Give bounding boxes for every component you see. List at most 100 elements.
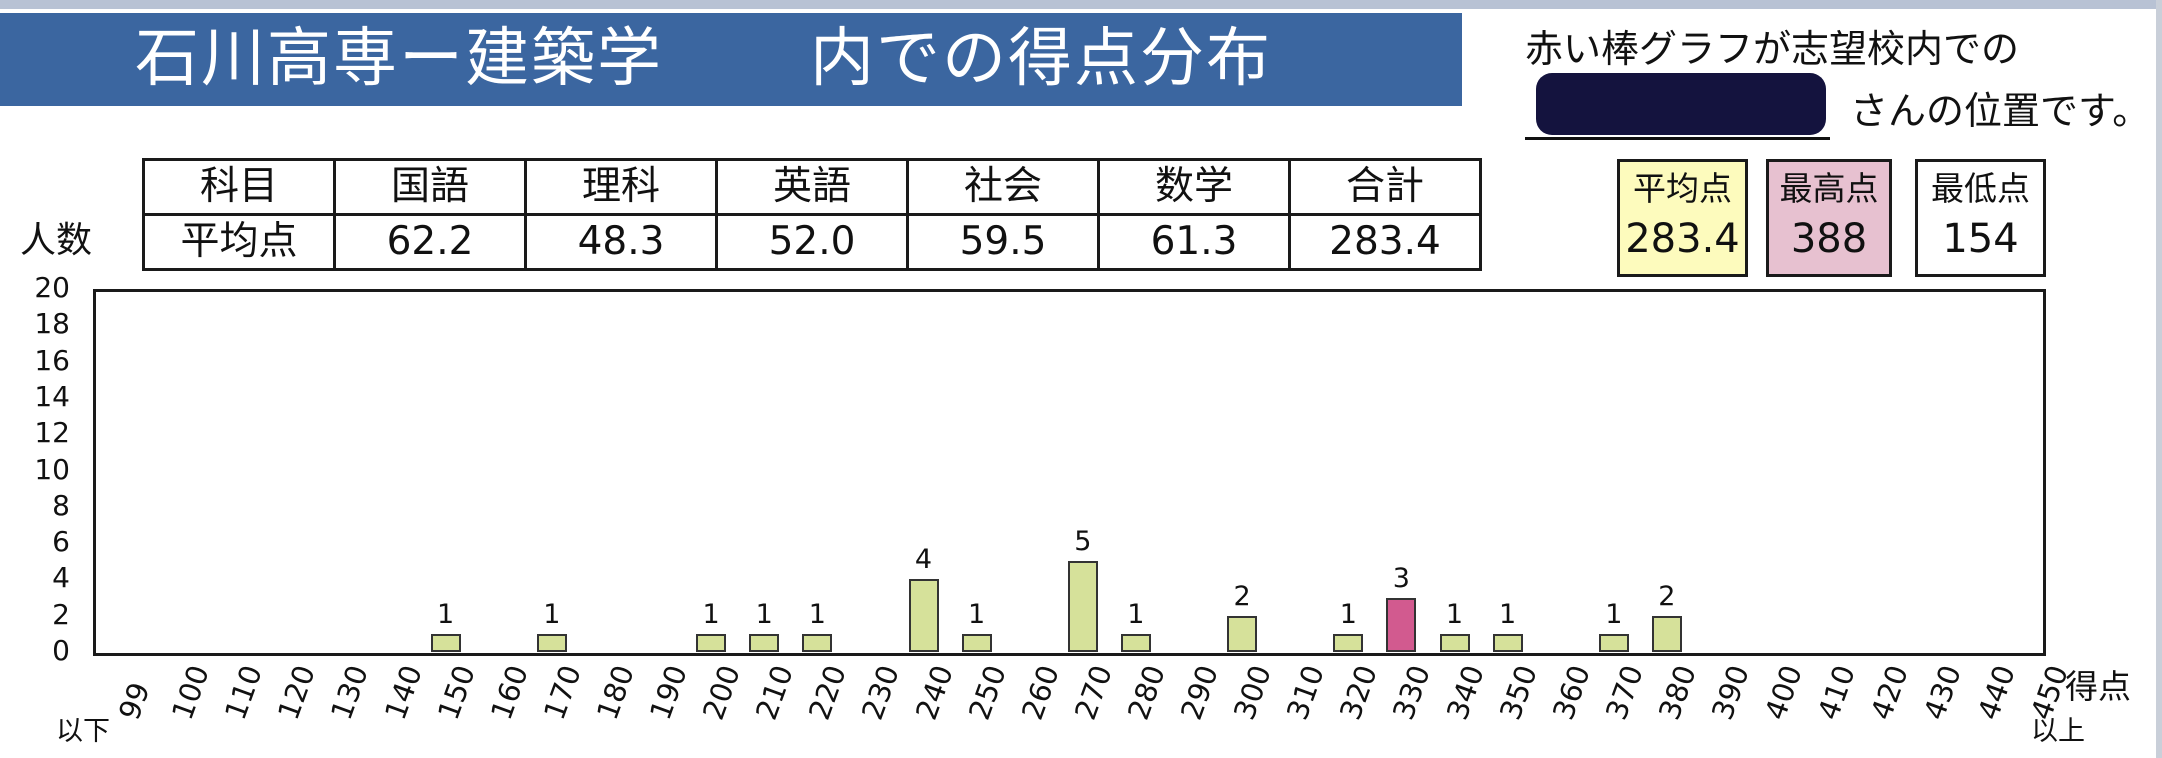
bar [536, 633, 567, 652]
x-tick-label: 330 [1386, 660, 1438, 725]
table-cell: 59.5 [906, 213, 1100, 271]
table-cell: 62.2 [333, 213, 527, 271]
bar [1067, 561, 1098, 652]
bar [1120, 633, 1151, 652]
bar [802, 633, 833, 652]
x-tick-label: 210 [749, 660, 801, 725]
x-tick-label: 410 [1811, 660, 1863, 725]
table-cell: 数学 [1097, 158, 1291, 216]
table-cell: 英語 [715, 158, 909, 216]
table-cell: 国語 [333, 158, 527, 216]
bar [961, 633, 992, 652]
table-cell: 合計 [1288, 158, 1482, 216]
y-tick-label: 8 [52, 488, 70, 522]
x-tick-label: 390 [1705, 660, 1756, 725]
x-tick-label: 340 [1439, 660, 1491, 725]
x-tick-label: 170 [536, 660, 588, 725]
bar-value-label: 1 [808, 598, 826, 630]
stat-box-average: 平均点 283.4 [1617, 159, 1748, 277]
table-cell: 61.3 [1097, 213, 1291, 271]
title-right: 内での得点分布 [810, 22, 1272, 96]
x-tick-label: 230 [855, 660, 907, 725]
table-header-row: 科目 国語 理科 英語 社会 数学 合計 [142, 158, 1482, 216]
note-line-1: 赤い棒グラフが志望校内での [1525, 27, 2020, 71]
x-tick-label: 150 [430, 660, 482, 725]
x-tick-label: 380 [1651, 660, 1703, 725]
x-tick-label: 350 [1492, 660, 1544, 725]
bar-value-label: 1 [1445, 598, 1464, 630]
stat-label: 最低点 [1931, 169, 2030, 208]
bar-value-label: 4 [914, 544, 933, 576]
x-tick-label: 190 [643, 660, 694, 725]
y-tick-label: 6 [52, 525, 70, 559]
bar [696, 633, 727, 652]
y-tick-label: 0 [52, 634, 70, 667]
x-tick-label: 320 [1333, 660, 1385, 725]
bar [1439, 633, 1470, 652]
bar [749, 633, 780, 652]
bar-value-label: 3 [1392, 562, 1410, 594]
x-tick-label: 130 [324, 660, 376, 725]
title-band: 石川高専ー建築学 内での得点分布 [0, 13, 1462, 106]
y-tick-label: 2 [52, 597, 70, 631]
bar [908, 579, 939, 652]
y-tick-label: 10 [34, 452, 70, 486]
bar-value-label: 5 [1074, 526, 1092, 558]
name-underline [1525, 137, 1830, 140]
plot-area [93, 289, 2046, 656]
x-tick-label: 180 [589, 660, 641, 725]
x-tick-label: 430 [1917, 660, 1969, 725]
x-tick-label: 260 [1014, 660, 1066, 725]
bar-value-label: 1 [1339, 598, 1357, 630]
table-row: 平均点 62.2 48.3 52.0 59.5 61.3 283.4 [142, 213, 1482, 271]
stat-label: 最高点 [1779, 169, 1879, 208]
table-cell: 理科 [524, 158, 718, 216]
bar-value-label: 1 [543, 598, 561, 630]
stat-value: 283.4 [1625, 216, 1740, 262]
y-tick-label: 18 [34, 307, 70, 341]
x-last-suffix: 以上 [2031, 716, 2085, 747]
y-tick-label: 16 [34, 343, 70, 377]
bar-value-label: 1 [702, 598, 720, 630]
x-tick-label: 440 [1970, 660, 2022, 725]
y-tick-label: 14 [34, 379, 70, 413]
bar-value-label: 1 [755, 598, 773, 630]
x-tick-label: 140 [377, 660, 429, 725]
bar-value-label: 1 [968, 598, 986, 630]
table-cell: 283.4 [1288, 213, 1482, 271]
y-axis-title: 人数 [20, 220, 93, 261]
table-cell: 52.0 [715, 213, 909, 271]
x-tick-label: 290 [1174, 660, 1225, 725]
table-cell: 社会 [906, 158, 1100, 216]
stat-value: 154 [1942, 216, 2019, 262]
bar-value-label: 1 [437, 598, 455, 630]
x-axis-title: 得点 [2065, 667, 2131, 706]
title-left: 石川高専ー建築学 [135, 22, 663, 96]
x-tick-label: 400 [1758, 660, 1810, 725]
x-tick-label: 160 [483, 660, 535, 725]
x-tick-label: 370 [1598, 660, 1650, 725]
stat-box-max: 最高点 388 [1766, 159, 1892, 277]
x-tick-label: 100 [165, 660, 217, 725]
x-tick-label: 360 [1545, 660, 1597, 725]
stat-value: 388 [1790, 216, 1868, 262]
x-tick-label: 200 [696, 660, 748, 725]
bar-value-label: 1 [1499, 598, 1517, 630]
y-tick-label: 12 [34, 416, 70, 450]
top-strip [0, 0, 2162, 9]
bar [1492, 633, 1523, 652]
right-edge [2156, 0, 2162, 758]
x-tick-label: 120 [271, 660, 323, 725]
table-cell: 平均点 [142, 213, 336, 271]
bar [1598, 633, 1629, 652]
bar-value-label: 1 [1605, 598, 1623, 630]
x-tick-label: 280 [1120, 660, 1172, 725]
x-first-suffix: 以下 [56, 716, 110, 747]
y-tick-label: 20 [34, 271, 70, 304]
bar-value-label: 2 [1658, 580, 1676, 612]
x-tick-label: 110 [218, 660, 270, 725]
bar [1651, 615, 1682, 652]
bar-value-label: 2 [1233, 580, 1251, 612]
bar-value-label: 1 [1127, 598, 1145, 630]
x-tick-label: 99 [112, 677, 157, 725]
